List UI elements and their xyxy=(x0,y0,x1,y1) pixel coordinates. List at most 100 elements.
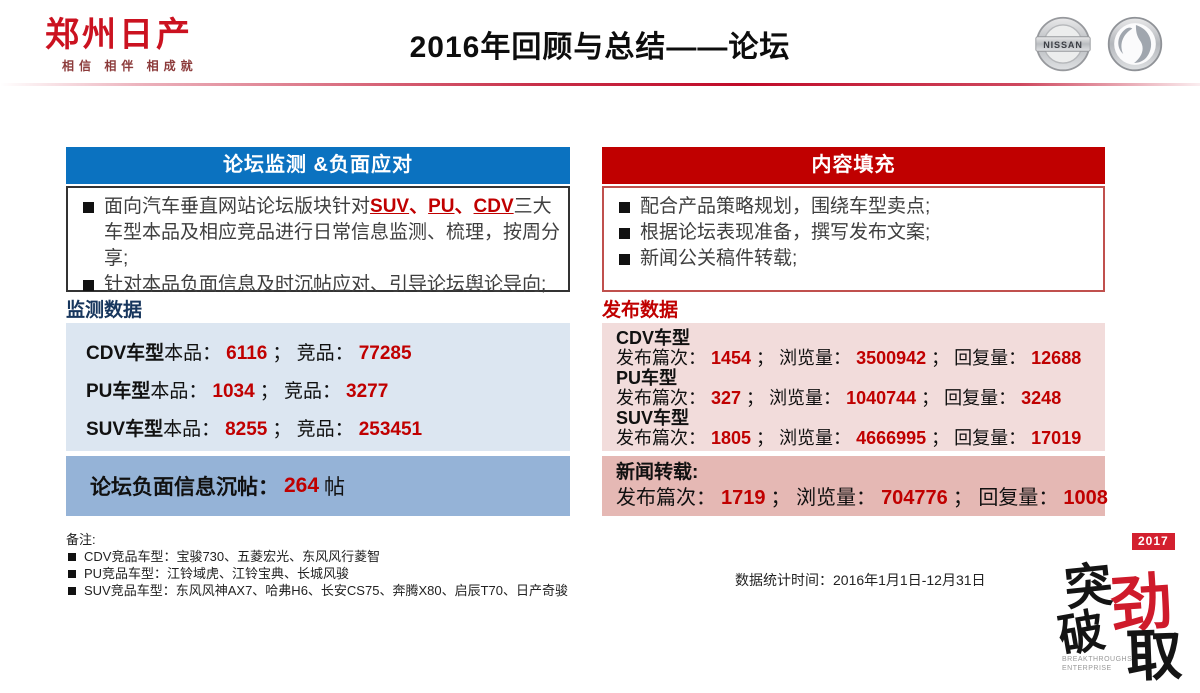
left-panel-header: 论坛监测 &负面应对 xyxy=(66,147,570,184)
bullet1-post: 三大车型本品及相应竞品进行日常信息监测、梳理，按周分享; xyxy=(104,196,561,269)
separator: ； xyxy=(931,348,950,368)
separator: ； xyxy=(756,428,775,448)
separator: ； xyxy=(952,487,973,509)
bullet-square-icon xyxy=(68,569,76,578)
breakthrough-logo: 2017 突 破 劲 取 BREAKTHROUGHS ENTERPRISE xyxy=(1054,527,1200,690)
note-text: CDV竞品车型：宝骏730、五菱宏光、东风风行菱智 xyxy=(84,549,381,564)
note-text: SUV竞品车型：东风风神AX7、哈弗H6、长安CS75、奔腾X80、启辰T70、… xyxy=(84,583,568,598)
views-value: 3500942 xyxy=(856,348,927,368)
list-item: 面向汽车垂直网站论坛版块针对SUV、PU、CDV三大车型本品及相应竞品进行日常信… xyxy=(68,194,562,272)
comp-label: 竞品： xyxy=(296,343,354,364)
highlight-sep: 、 xyxy=(409,196,429,217)
replies-value: 1008 xyxy=(1063,487,1108,509)
logo-caption-line1: BREAKTHROUGHS xyxy=(1062,656,1133,663)
nissan-logo-text: NISSAN xyxy=(1043,40,1083,50)
comp-label: 竞品： xyxy=(296,419,354,440)
negative-posts-box: 论坛负面信息沉帖： 264 帖 xyxy=(66,456,570,516)
separator: ； xyxy=(272,343,292,364)
views-value: 1040744 xyxy=(846,388,917,408)
table-row: 发布篇次： 1454； 浏览量： 3500942； 回复量： 12688 xyxy=(616,348,1105,368)
own-label: 本品： xyxy=(163,419,221,440)
own-label: 本品： xyxy=(164,343,222,364)
posts-label: 发布篇次： xyxy=(616,388,706,408)
bullet-square-icon xyxy=(619,202,630,213)
header-divider xyxy=(0,83,1200,86)
monitor-data-heading: 监测数据 xyxy=(66,300,143,321)
highlight-suv: SUV xyxy=(370,196,410,217)
negative-posts-value: 264 xyxy=(284,474,320,497)
bullet-text: 面向汽车垂直网站论坛版块针对SUV、PU、CDV三大车型本品及相应竞品进行日常信… xyxy=(104,194,562,272)
bullet-text: 配合产品策略规划，围绕车型卖点; xyxy=(640,196,931,217)
replies-label: 回复量： xyxy=(978,487,1059,509)
bullet-text: 针对本品负面信息及时沉帖应对、引导论坛舆论导向; xyxy=(104,274,547,295)
separator: ； xyxy=(272,419,292,440)
own-value: 1034 xyxy=(212,381,255,402)
list-item: SUV竞品车型：东风风神AX7、哈弗H6、长安CS75、奔腾X80、启辰T70、… xyxy=(66,582,568,599)
logo-caption: BREAKTHROUGHS ENTERPRISE xyxy=(1062,655,1132,673)
brand-name: 郑州日产 xyxy=(45,16,193,54)
comp-value: 253451 xyxy=(358,419,423,440)
posts-label: 发布篇次： xyxy=(616,428,706,448)
bullet-square-icon xyxy=(83,202,94,213)
views-label: 浏览量： xyxy=(779,428,852,448)
highlight-cdv: CDV xyxy=(473,196,514,217)
bullet-square-icon xyxy=(83,280,94,291)
right-panel-header: 内容填充 xyxy=(602,147,1105,184)
dongfeng-logo-icon xyxy=(1107,16,1163,72)
posts-label: 发布篇次： xyxy=(616,487,716,509)
table-row: 发布篇次： 327； 浏览量： 1040744； 回复量： 3248 xyxy=(616,388,1105,408)
nissan-logo-icon: NISSAN xyxy=(1035,16,1091,72)
model-label: SUV车型 xyxy=(86,419,164,440)
bullet-square-icon xyxy=(68,552,76,561)
negative-posts-label: 论坛负面信息沉帖： xyxy=(90,476,279,499)
table-row: PU车型本品： 1034； 竞品： 3277 xyxy=(86,373,570,411)
posts-value: 1454 xyxy=(711,348,752,368)
replies-label: 回复量： xyxy=(954,428,1027,448)
model-label: SUV车型 xyxy=(616,408,690,428)
bullet1-pre: 面向汽车垂直网站论坛版块针对 xyxy=(104,196,371,217)
news-repost-stats: 发布篇次： 1719； 浏览量： 704776； 回复量： 1008 xyxy=(616,485,1108,511)
posts-value: 1719 xyxy=(721,487,766,509)
posts-value: 1805 xyxy=(711,428,752,448)
views-value: 4666995 xyxy=(856,428,927,448)
own-value: 6116 xyxy=(226,343,268,364)
slide: 郑州日产 相信 相伴 相成就 2016年回顾与总结——论坛 NISSAN xyxy=(0,16,1200,690)
posts-value: 327 xyxy=(711,388,742,408)
list-item: 新闻公关稿件转载; xyxy=(604,246,1097,272)
note-text: PU竞品车型：江铃域虎、江铃宝典、长城风骏 xyxy=(84,566,350,581)
publish-data-heading: 发布数据 xyxy=(602,300,679,321)
left-desc-box: 面向汽车垂直网站论坛版块针对SUV、PU、CDV三大车型本品及相应竞品进行日常信… xyxy=(66,186,570,295)
own-value: 8255 xyxy=(225,419,268,440)
publish-data-box: CDV车型 发布篇次： 1454； 浏览量： 3500942； 回复量： 12688 … xyxy=(602,323,1105,451)
list-item: 根据论坛表现准备，撰写发布文案; xyxy=(604,220,1097,246)
views-value: 704776 xyxy=(881,487,948,509)
separator: ； xyxy=(921,388,940,408)
replies-value: 12688 xyxy=(1031,348,1082,368)
list-item: 针对本品负面信息及时沉帖应对、引导论坛舆论导向; xyxy=(68,272,562,298)
list-item: PU竞品车型：江铃域虎、江铃宝典、长城风骏 xyxy=(66,565,568,582)
views-label: 浏览量： xyxy=(779,348,852,368)
monitor-data-box: CDV车型本品： 6116； 竞品： 77285 PU车型本品： 1034； 竞品： 3… xyxy=(66,323,570,451)
own-label: 本品： xyxy=(150,381,208,402)
bullet-text: 根据论坛表现准备，撰写发布文案; xyxy=(640,222,931,243)
bullet-text: 新闻公关稿件转载; xyxy=(640,248,798,269)
separator: ； xyxy=(746,388,765,408)
replies-label: 回复量： xyxy=(944,388,1017,408)
separator: ； xyxy=(756,348,775,368)
year-badge: 2017 xyxy=(1132,533,1175,550)
model-label: CDV车型 xyxy=(86,343,165,364)
negative-posts-unit: 帖 xyxy=(324,476,346,499)
stats-time: 数据统计时间：2016年1月1日-12月31日 xyxy=(735,572,986,588)
news-repost-box: 新闻转载: 发布篇次： 1719； 浏览量： 704776； 回复量： 1008 xyxy=(602,456,1108,516)
right-panel: 内容填充 配合产品策略规划，围绕车型卖点; 根据论坛表现准备，撰写发布文案; 新… xyxy=(602,147,1108,516)
list-item: CDV竞品车型：宝骏730、五菱宏光、东风风行菱智 xyxy=(66,548,568,565)
table-row: 发布篇次： 1805； 浏览量： 4666995； 回复量： 17019 xyxy=(616,428,1105,448)
brand-slogan: 相信 相伴 相成就 xyxy=(62,59,198,73)
footnotes-title: 备注: xyxy=(66,532,96,547)
views-label: 浏览量： xyxy=(769,388,842,408)
model-label: CDV车型 xyxy=(616,328,691,348)
footnotes: 备注: CDV竞品车型：宝骏730、五菱宏光、东风风行菱智 PU竞品车型：江铃域… xyxy=(66,531,568,599)
table-row: SUV车型本品： 8255； 竞品： 253451 xyxy=(86,411,570,449)
table-row: CDV车型本品： 6116； 竞品： 77285 xyxy=(86,335,570,373)
bullet-square-icon xyxy=(619,254,630,265)
